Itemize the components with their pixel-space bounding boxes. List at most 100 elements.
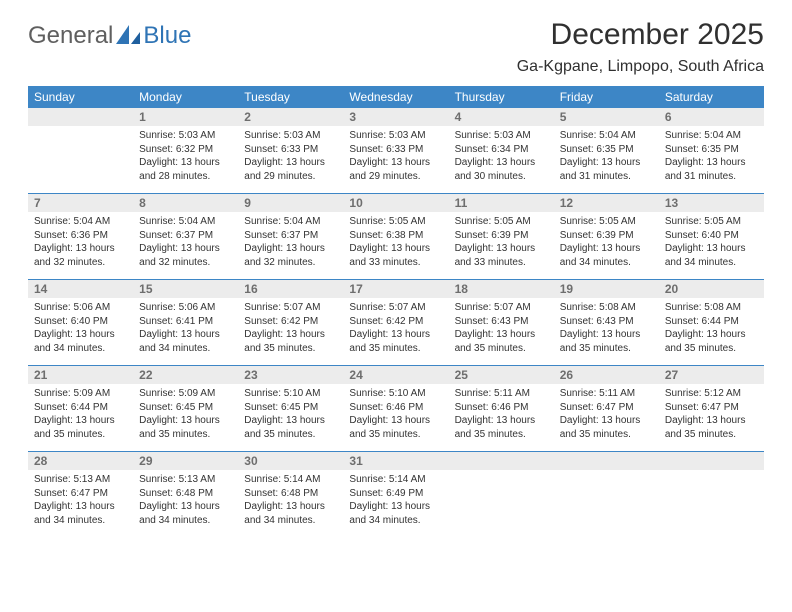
day-number: 27 (659, 366, 764, 384)
day-details: Sunrise: 5:13 AMSunset: 6:48 PMDaylight:… (133, 470, 238, 531)
sunset-text: Sunset: 6:40 PM (34, 315, 127, 329)
day-details: Sunrise: 5:04 AMSunset: 6:35 PMDaylight:… (554, 126, 659, 187)
calendar-day-cell: 31Sunrise: 5:14 AMSunset: 6:49 PMDayligh… (343, 452, 448, 538)
daylight-text: Daylight: 13 hours and 35 minutes. (244, 414, 337, 441)
daylight-text: Daylight: 13 hours and 35 minutes. (560, 414, 653, 441)
day-details: Sunrise: 5:09 AMSunset: 6:45 PMDaylight:… (133, 384, 238, 445)
daylight-text: Daylight: 13 hours and 34 minutes. (34, 328, 127, 355)
daylight-text: Daylight: 13 hours and 34 minutes. (244, 500, 337, 527)
day-details: Sunrise: 5:04 AMSunset: 6:36 PMDaylight:… (28, 212, 133, 273)
calendar-day-cell: 4Sunrise: 5:03 AMSunset: 6:34 PMDaylight… (449, 108, 554, 194)
day-number: 17 (343, 280, 448, 298)
sunrise-text: Sunrise: 5:07 AM (455, 301, 548, 315)
sunset-text: Sunset: 6:35 PM (560, 143, 653, 157)
sunrise-text: Sunrise: 5:04 AM (34, 215, 127, 229)
sunset-text: Sunset: 6:47 PM (560, 401, 653, 415)
calendar-day-cell (659, 452, 764, 538)
sunset-text: Sunset: 6:39 PM (455, 229, 548, 243)
day-details: Sunrise: 5:05 AMSunset: 6:39 PMDaylight:… (449, 212, 554, 273)
calendar-day-cell: 19Sunrise: 5:08 AMSunset: 6:43 PMDayligh… (554, 280, 659, 366)
calendar-day-cell: 15Sunrise: 5:06 AMSunset: 6:41 PMDayligh… (133, 280, 238, 366)
calendar-day-cell: 1Sunrise: 5:03 AMSunset: 6:32 PMDaylight… (133, 108, 238, 194)
calendar-day-cell: 21Sunrise: 5:09 AMSunset: 6:44 PMDayligh… (28, 366, 133, 452)
day-number: 12 (554, 194, 659, 212)
calendar-day-cell: 10Sunrise: 5:05 AMSunset: 6:38 PMDayligh… (343, 194, 448, 280)
day-details: Sunrise: 5:04 AMSunset: 6:37 PMDaylight:… (238, 212, 343, 273)
brand-word-2: Blue (143, 22, 191, 50)
day-number: 18 (449, 280, 554, 298)
daylight-text: Daylight: 13 hours and 35 minutes. (560, 328, 653, 355)
day-details: Sunrise: 5:03 AMSunset: 6:32 PMDaylight:… (133, 126, 238, 187)
day-number: 3 (343, 108, 448, 126)
calendar-day-cell: 17Sunrise: 5:07 AMSunset: 6:42 PMDayligh… (343, 280, 448, 366)
day-details: Sunrise: 5:07 AMSunset: 6:43 PMDaylight:… (449, 298, 554, 359)
day-number: 15 (133, 280, 238, 298)
daylight-text: Daylight: 13 hours and 29 minutes. (244, 156, 337, 183)
sunset-text: Sunset: 6:37 PM (139, 229, 232, 243)
day-details: Sunrise: 5:11 AMSunset: 6:46 PMDaylight:… (449, 384, 554, 445)
sunrise-text: Sunrise: 5:05 AM (455, 215, 548, 229)
sunset-text: Sunset: 6:35 PM (665, 143, 758, 157)
daylight-text: Daylight: 13 hours and 28 minutes. (139, 156, 232, 183)
sunset-text: Sunset: 6:33 PM (244, 143, 337, 157)
page-header: General Blue December 2025 Ga-Kgpane, Li… (28, 18, 764, 76)
day-details: Sunrise: 5:06 AMSunset: 6:40 PMDaylight:… (28, 298, 133, 359)
day-number (659, 452, 764, 470)
daylight-text: Daylight: 13 hours and 34 minutes. (139, 328, 232, 355)
sunset-text: Sunset: 6:39 PM (560, 229, 653, 243)
sunrise-text: Sunrise: 5:03 AM (455, 129, 548, 143)
daylight-text: Daylight: 13 hours and 34 minutes. (665, 242, 758, 269)
day-number: 9 (238, 194, 343, 212)
sunrise-text: Sunrise: 5:06 AM (139, 301, 232, 315)
sunrise-text: Sunrise: 5:05 AM (349, 215, 442, 229)
daylight-text: Daylight: 13 hours and 34 minutes. (139, 500, 232, 527)
day-number: 25 (449, 366, 554, 384)
daylight-text: Daylight: 13 hours and 34 minutes. (349, 500, 442, 527)
daylight-text: Daylight: 13 hours and 32 minutes. (244, 242, 337, 269)
day-number (554, 452, 659, 470)
day-details: Sunrise: 5:14 AMSunset: 6:49 PMDaylight:… (343, 470, 448, 531)
day-number: 5 (554, 108, 659, 126)
day-details: Sunrise: 5:04 AMSunset: 6:37 PMDaylight:… (133, 212, 238, 273)
calendar-week-row: 21Sunrise: 5:09 AMSunset: 6:44 PMDayligh… (28, 366, 764, 452)
calendar-day-cell: 13Sunrise: 5:05 AMSunset: 6:40 PMDayligh… (659, 194, 764, 280)
sunrise-text: Sunrise: 5:09 AM (34, 387, 127, 401)
calendar-day-cell: 7Sunrise: 5:04 AMSunset: 6:36 PMDaylight… (28, 194, 133, 280)
day-details: Sunrise: 5:03 AMSunset: 6:33 PMDaylight:… (238, 126, 343, 187)
daylight-text: Daylight: 13 hours and 35 minutes. (349, 328, 442, 355)
day-number: 13 (659, 194, 764, 212)
day-details: Sunrise: 5:09 AMSunset: 6:44 PMDaylight:… (28, 384, 133, 445)
daylight-text: Daylight: 13 hours and 34 minutes. (34, 500, 127, 527)
calendar-day-cell: 3Sunrise: 5:03 AMSunset: 6:33 PMDaylight… (343, 108, 448, 194)
sunset-text: Sunset: 6:38 PM (349, 229, 442, 243)
day-number: 6 (659, 108, 764, 126)
sunrise-text: Sunrise: 5:10 AM (244, 387, 337, 401)
sunset-text: Sunset: 6:46 PM (349, 401, 442, 415)
weekday-header: Thursday (449, 86, 554, 108)
calendar-day-cell: 22Sunrise: 5:09 AMSunset: 6:45 PMDayligh… (133, 366, 238, 452)
day-details: Sunrise: 5:08 AMSunset: 6:43 PMDaylight:… (554, 298, 659, 359)
day-details: Sunrise: 5:12 AMSunset: 6:47 PMDaylight:… (659, 384, 764, 445)
calendar-day-cell (28, 108, 133, 194)
daylight-text: Daylight: 13 hours and 35 minutes. (455, 414, 548, 441)
sunset-text: Sunset: 6:43 PM (560, 315, 653, 329)
calendar-day-cell: 11Sunrise: 5:05 AMSunset: 6:39 PMDayligh… (449, 194, 554, 280)
calendar-day-cell: 5Sunrise: 5:04 AMSunset: 6:35 PMDaylight… (554, 108, 659, 194)
day-number: 10 (343, 194, 448, 212)
day-details: Sunrise: 5:10 AMSunset: 6:46 PMDaylight:… (343, 384, 448, 445)
daylight-text: Daylight: 13 hours and 29 minutes. (349, 156, 442, 183)
day-number: 16 (238, 280, 343, 298)
day-number (28, 108, 133, 126)
sunset-text: Sunset: 6:44 PM (665, 315, 758, 329)
day-details: Sunrise: 5:07 AMSunset: 6:42 PMDaylight:… (238, 298, 343, 359)
sunrise-text: Sunrise: 5:08 AM (665, 301, 758, 315)
sunset-text: Sunset: 6:44 PM (34, 401, 127, 415)
calendar-day-cell: 8Sunrise: 5:04 AMSunset: 6:37 PMDaylight… (133, 194, 238, 280)
calendar-page: General Blue December 2025 Ga-Kgpane, Li… (0, 0, 792, 612)
sunset-text: Sunset: 6:42 PM (244, 315, 337, 329)
calendar-day-cell: 28Sunrise: 5:13 AMSunset: 6:47 PMDayligh… (28, 452, 133, 538)
day-number: 8 (133, 194, 238, 212)
sunrise-text: Sunrise: 5:04 AM (139, 215, 232, 229)
weekday-header: Monday (133, 86, 238, 108)
calendar-day-cell: 24Sunrise: 5:10 AMSunset: 6:46 PMDayligh… (343, 366, 448, 452)
